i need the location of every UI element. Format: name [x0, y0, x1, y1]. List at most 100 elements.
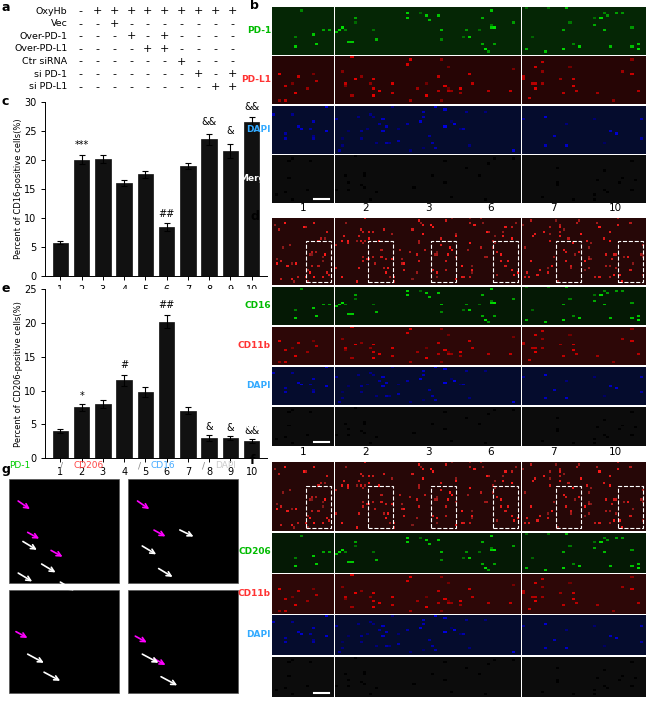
Text: DAPI: DAPI [246, 381, 271, 390]
Text: -: - [146, 82, 150, 92]
Bar [431, 241, 456, 282]
Text: PD-1: PD-1 [247, 26, 271, 35]
Text: g: g [2, 463, 10, 477]
Text: si PD-1: si PD-1 [34, 70, 68, 79]
Text: +: + [227, 82, 237, 92]
Y-axis label: Percent of CD16-positive cells(%): Percent of CD16-positive cells(%) [14, 118, 23, 259]
Text: -: - [179, 44, 183, 54]
Text: &: & [227, 422, 234, 433]
Text: -: - [146, 19, 150, 29]
Bar [159, 227, 174, 276]
Text: -: - [129, 56, 133, 66]
Text: -: - [213, 32, 217, 42]
Text: -: - [96, 82, 99, 92]
Text: DAPI: DAPI [246, 125, 271, 133]
Text: Vec: Vec [51, 19, 68, 28]
Bar [618, 241, 643, 282]
Bar [493, 486, 518, 528]
Bar [116, 183, 132, 276]
Text: si PD-L1: si PD-L1 [29, 82, 68, 91]
Text: 10: 10 [609, 203, 622, 213]
Text: -: - [129, 82, 133, 92]
FancyBboxPatch shape [128, 479, 238, 583]
Bar [53, 243, 68, 276]
Text: -: - [179, 19, 183, 29]
Text: 10: 10 [609, 447, 622, 457]
Bar [74, 160, 89, 276]
Text: +: + [194, 69, 203, 79]
Text: -: - [96, 69, 99, 79]
Bar [116, 381, 132, 458]
Text: -: - [79, 69, 83, 79]
Text: -: - [162, 19, 166, 29]
Text: d: d [250, 210, 259, 223]
Text: Merge: Merge [239, 671, 271, 680]
Text: +: + [160, 6, 170, 16]
Text: -: - [179, 32, 183, 42]
Text: -: - [129, 69, 133, 79]
Text: -: - [179, 69, 183, 79]
Bar [244, 441, 259, 458]
Text: -: - [146, 56, 150, 66]
Text: 2: 2 [363, 447, 369, 457]
Text: -: - [96, 32, 99, 42]
Text: &: & [205, 422, 213, 432]
Bar [556, 241, 580, 282]
Text: -: - [196, 82, 200, 92]
Bar [223, 151, 238, 276]
Text: +: + [126, 6, 136, 16]
Text: -: - [179, 82, 183, 92]
Text: &&: && [244, 102, 259, 112]
Text: 6: 6 [488, 447, 494, 457]
Bar [74, 407, 89, 458]
Text: CD11b: CD11b [238, 589, 271, 598]
Text: DAPI: DAPI [246, 630, 271, 639]
Text: Ctr siRNA: Ctr siRNA [22, 57, 68, 66]
Text: -: - [230, 44, 234, 54]
Text: 7: 7 [550, 0, 556, 2]
Text: 2: 2 [363, 0, 369, 2]
Text: +: + [227, 69, 237, 79]
FancyBboxPatch shape [9, 479, 119, 583]
Bar [556, 486, 580, 528]
Text: -: - [162, 69, 166, 79]
Text: #: # [120, 360, 128, 370]
Bar [244, 122, 259, 276]
Text: +: + [143, 6, 153, 16]
Text: ##: ## [159, 300, 175, 310]
Text: -: - [230, 32, 234, 42]
Bar [180, 166, 196, 276]
Text: -: - [196, 44, 200, 54]
Text: +: + [211, 82, 220, 92]
Text: e: e [1, 282, 10, 295]
Bar [618, 486, 643, 528]
Text: 3: 3 [425, 447, 432, 457]
FancyBboxPatch shape [9, 589, 119, 694]
Text: &: & [227, 126, 234, 136]
Bar [202, 140, 217, 276]
Text: /: / [60, 461, 63, 470]
Text: -: - [230, 56, 234, 66]
Text: -: - [129, 44, 133, 54]
Text: +: + [211, 6, 220, 16]
Text: 6: 6 [488, 203, 494, 213]
Text: +: + [160, 44, 170, 54]
Text: &&: && [244, 426, 259, 436]
Text: Merge: Merge [239, 174, 271, 183]
Text: +: + [126, 32, 136, 42]
Text: +: + [143, 44, 153, 54]
Bar [202, 438, 217, 458]
Text: 7: 7 [550, 203, 556, 213]
Text: -: - [129, 19, 133, 29]
Text: +: + [109, 6, 119, 16]
Bar [180, 411, 196, 458]
Text: -: - [213, 56, 217, 66]
Text: CD206: CD206 [238, 547, 271, 556]
Text: -: - [213, 44, 217, 54]
Text: 7: 7 [550, 447, 556, 457]
Text: -: - [112, 82, 116, 92]
Text: OxyHb: OxyHb [36, 7, 68, 16]
Bar [369, 241, 393, 282]
Text: -: - [79, 6, 83, 16]
Text: -: - [162, 56, 166, 66]
